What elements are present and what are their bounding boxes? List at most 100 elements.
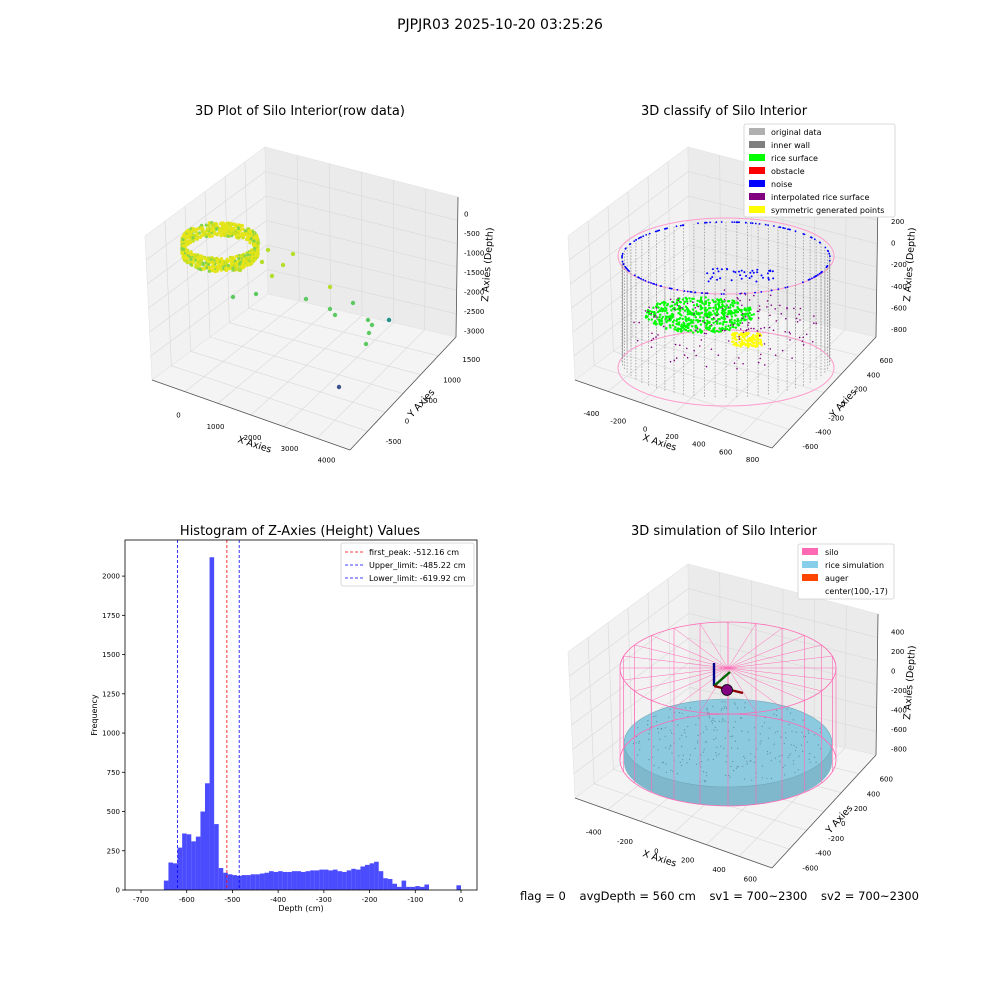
rice-texture-dot: [744, 702, 746, 704]
silo-wire: [651, 667, 729, 701]
outlier-point: [366, 330, 372, 336]
rice-surface-point: [719, 306, 722, 309]
rice-surface-point: [660, 301, 664, 304]
flag-text: flag = 0: [520, 889, 566, 903]
rice-texture-dot: [689, 758, 691, 760]
rice-surface-point: [678, 321, 681, 324]
noise-point: [818, 241, 821, 244]
interpolated-point: [741, 322, 744, 324]
histogram-bar: [305, 871, 311, 890]
legend-label: Upper_limit: -485.22 cm: [369, 561, 466, 570]
rice-surface-point: [744, 313, 747, 317]
interpolated-point: [653, 314, 656, 317]
tick-label: 1000: [207, 423, 225, 431]
noise-point: [826, 249, 829, 252]
noise-point: [675, 225, 678, 228]
histogram-bar: [250, 874, 256, 890]
rice-texture-dot: [800, 744, 803, 746]
symmetric-point: [748, 342, 751, 346]
histogram-bar: [273, 871, 279, 890]
point: [231, 266, 235, 270]
noise-point: [764, 223, 767, 226]
rice-texture-dot: [802, 719, 804, 721]
tick-label: 400: [712, 866, 725, 874]
point: [190, 229, 194, 233]
noise-point: [720, 293, 723, 295]
histogram-bar: [314, 870, 320, 890]
rice-texture-dot: [655, 715, 657, 717]
rice-surface-point: [717, 318, 720, 321]
rice-texture-dot: [766, 777, 768, 779]
interpolated-point: [681, 306, 683, 309]
rice-surface-point: [660, 317, 663, 320]
interpolated-point: [760, 327, 762, 330]
point: [229, 228, 233, 232]
interpolated-point: [756, 310, 759, 313]
noise-point: [637, 276, 639, 279]
noise-point: [659, 285, 662, 287]
rice-texture-dot: [801, 731, 803, 733]
interpolated-point: [780, 312, 783, 315]
rice-texture-dot: [737, 766, 739, 768]
interpolated-point: [739, 328, 742, 330]
rice-texture-dot: [773, 743, 775, 745]
histogram-bar: [392, 883, 397, 890]
outlier-point: [230, 294, 236, 300]
rice-surface-point: [663, 309, 666, 313]
rice-texture-dot: [638, 742, 640, 744]
rice-texture-dot: [689, 707, 692, 709]
interpolated-point: [695, 354, 697, 357]
rice-texture-dot: [705, 740, 707, 742]
rice-texture-dot: [724, 705, 726, 707]
symmetric-point: [759, 338, 762, 342]
legend-label: first_peak: -512.16 cm: [369, 548, 459, 557]
interpolated-point: [802, 344, 805, 346]
rice-surface-point: [733, 301, 736, 305]
noise-point: [736, 221, 739, 224]
rice-texture-dot: [711, 722, 713, 724]
interpolated-point: [694, 307, 697, 309]
rice-texture-dot: [670, 744, 672, 746]
silo-wire: [727, 667, 833, 681]
histogram-bar: [287, 871, 292, 890]
rice-texture-dot: [744, 757, 746, 759]
interpolated-point: [793, 307, 795, 310]
rice-surface-point: [734, 309, 737, 312]
rice-surface-point: [731, 304, 735, 307]
rice-texture-dot: [700, 754, 702, 756]
point: [247, 257, 251, 261]
tick-label: 0: [891, 668, 895, 676]
interpolated-point: [697, 305, 700, 308]
interpolated-point: [713, 317, 715, 319]
interpolated-point: [796, 321, 799, 323]
rice-surface-point: [681, 317, 684, 321]
point: [215, 265, 219, 269]
noise-point: [794, 230, 797, 233]
outlier-point: [280, 262, 286, 268]
point: [199, 226, 203, 230]
rice-surface-point: [690, 325, 694, 328]
rice-surface-point: [699, 323, 703, 326]
point: [244, 256, 248, 260]
histogram-bar: [419, 886, 425, 890]
rice-surface-point: [695, 310, 698, 313]
rice-texture-dot: [712, 717, 714, 720]
interpolated-point: [747, 328, 750, 330]
point: [189, 257, 193, 261]
point: [239, 265, 244, 269]
tick-label: 400: [867, 790, 880, 798]
interpolated-point: [757, 310, 760, 313]
histogram-bar: [415, 886, 420, 890]
rice-surface-point: [679, 330, 683, 333]
histogram-bar: [227, 874, 233, 890]
rice-texture-dot: [682, 759, 684, 761]
rice-texture-dot: [726, 755, 728, 757]
rice-texture-dot: [798, 755, 800, 757]
point: [207, 221, 211, 225]
rice-texture-dot: [721, 721, 723, 723]
interpolated-point: [650, 346, 653, 349]
legend-swatch: [749, 141, 765, 148]
rice-texture-dot: [802, 750, 804, 752]
rice-surface-point: [734, 326, 738, 329]
panel3-title: Histogram of Z-Axies (Height) Values: [179, 524, 421, 539]
